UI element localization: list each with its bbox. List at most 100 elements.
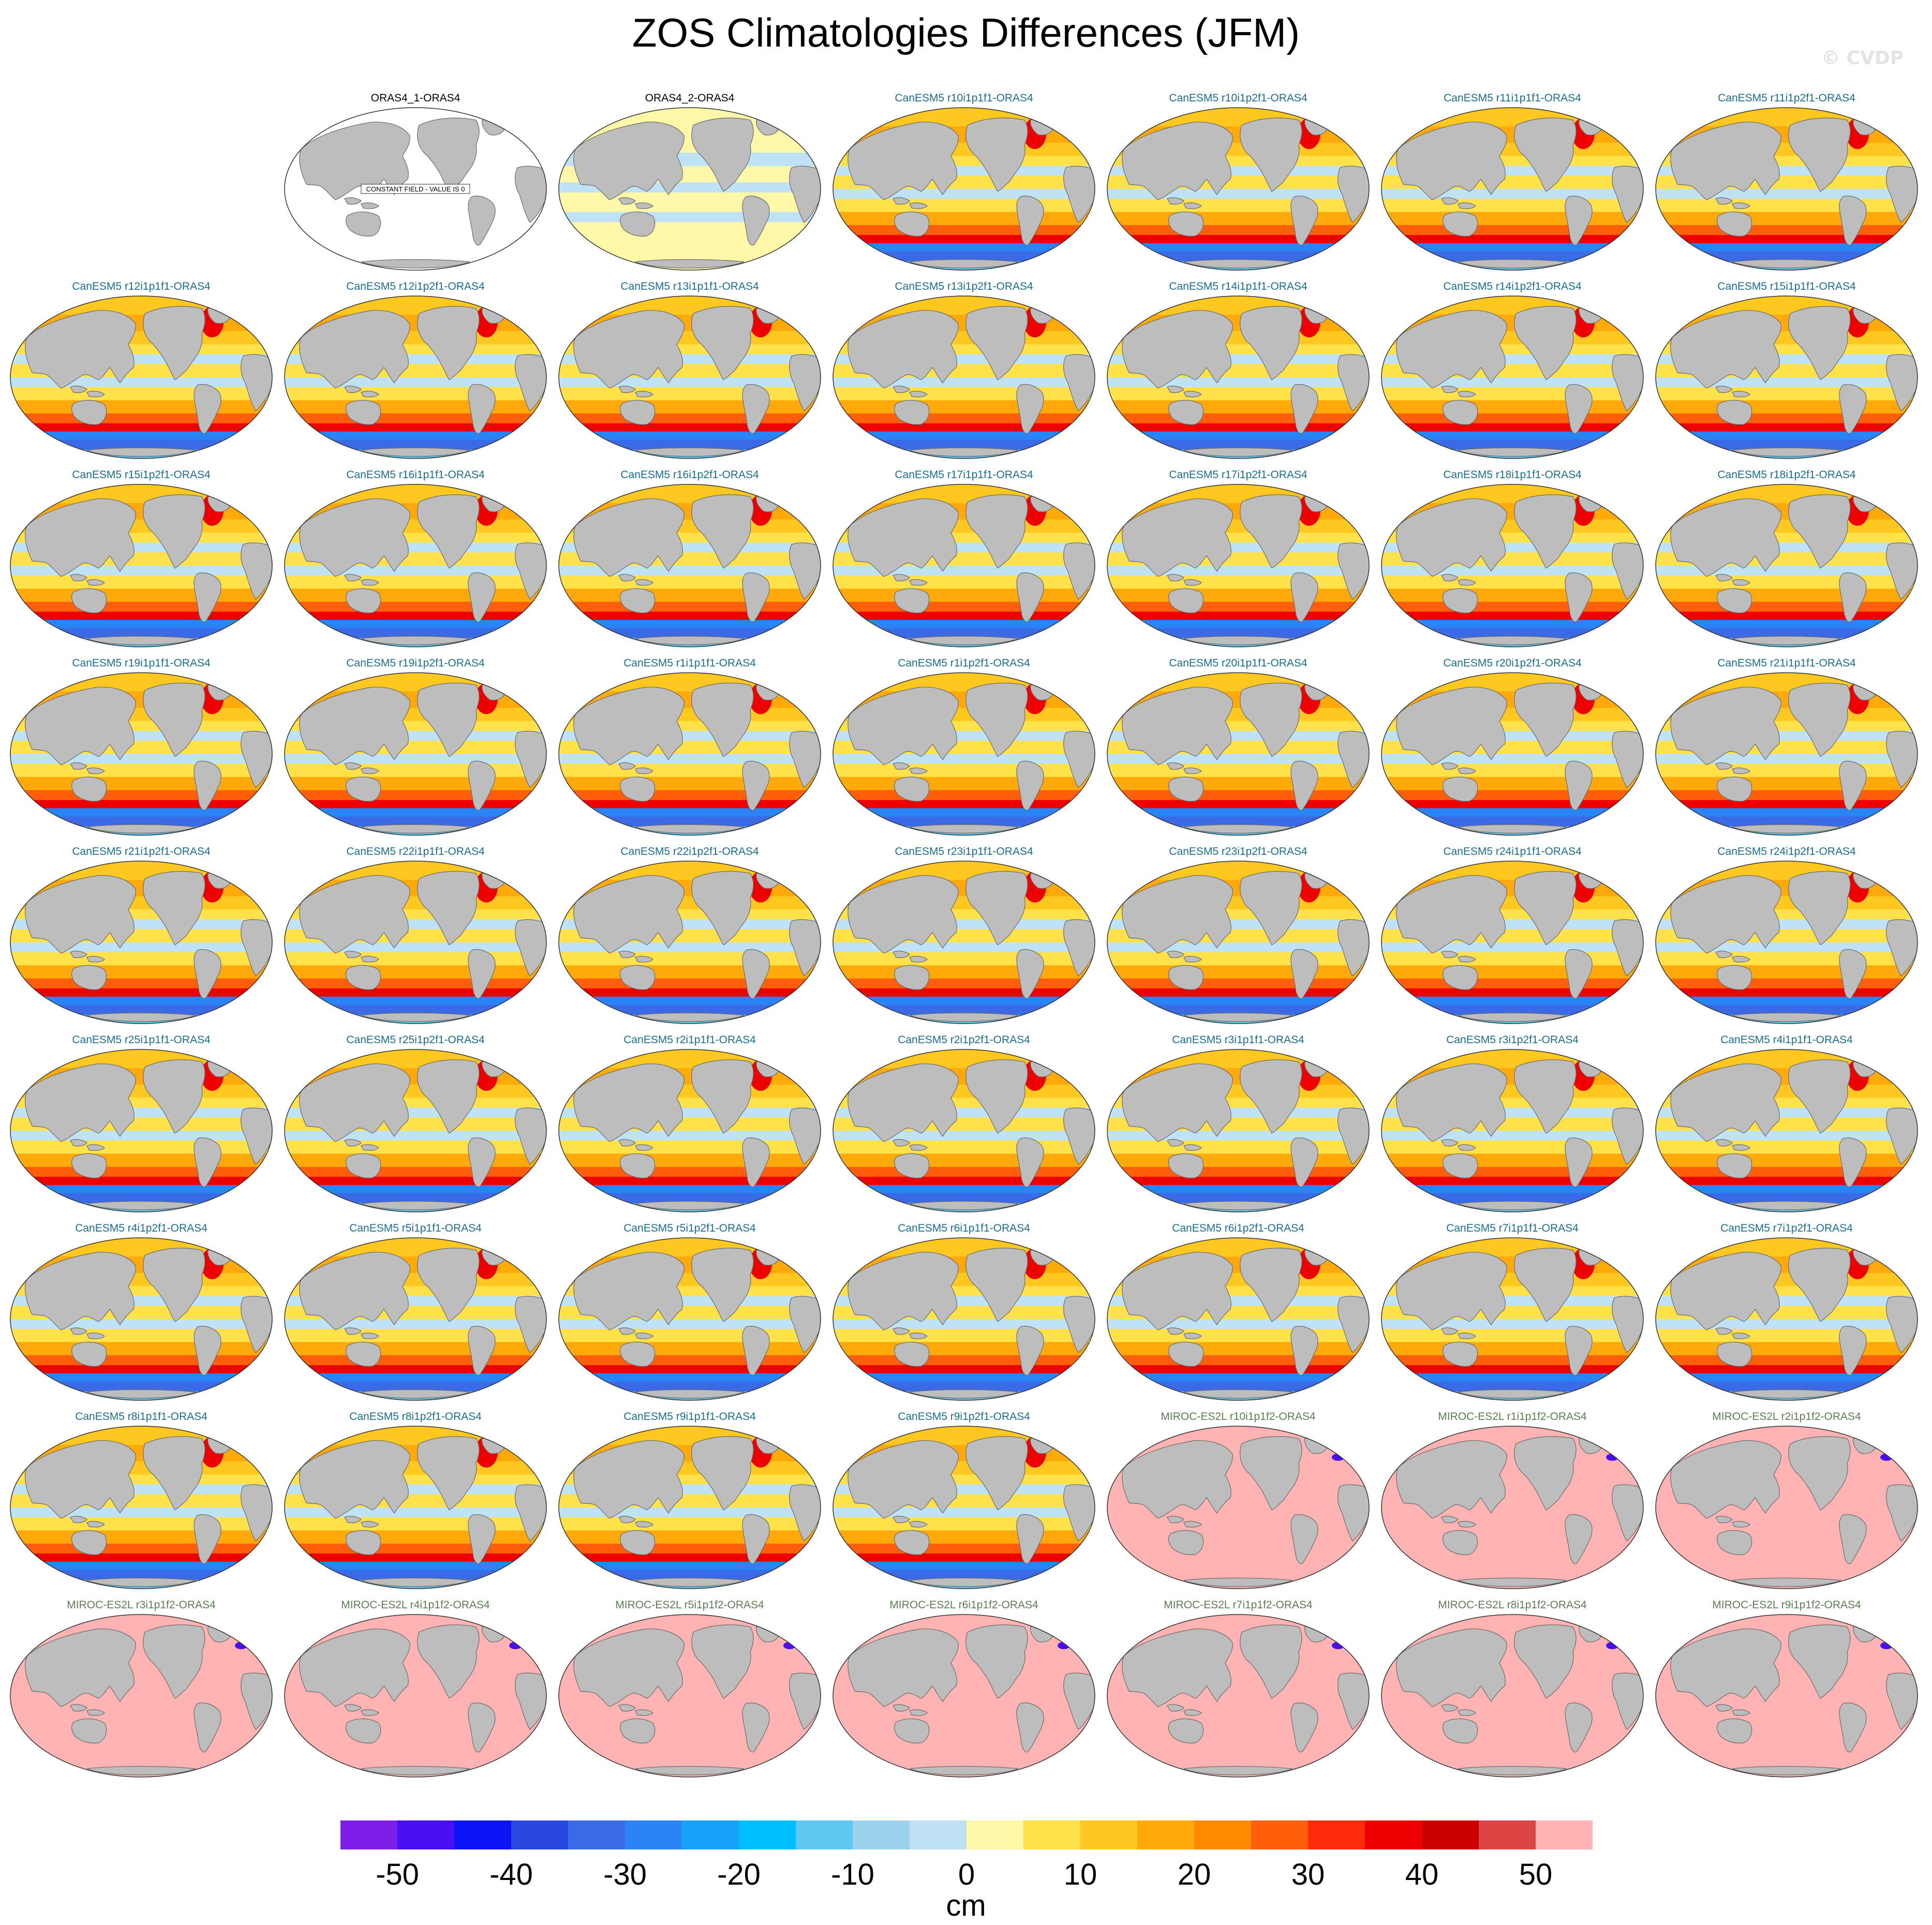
colorbar-box: [568, 1820, 625, 1849]
panel-title: CanESM5 r15i1p2f1-ORAS4: [72, 469, 211, 481]
map-15: [284, 484, 547, 647]
map-panel: CanESM5 r7i1p2f1-ORAS4: [1649, 1222, 1924, 1403]
map-17: [833, 484, 1095, 647]
map-panel: CanESM5 r22i1p1f1-ORAS4: [278, 846, 553, 1027]
colorbar-box: [1479, 1820, 1536, 1849]
panel-title: CanESM5 r2i1p2f1-ORAS4: [898, 1034, 1030, 1046]
panel-title: CanESM5 r25i1p1f1-ORAS4: [72, 1034, 211, 1046]
panel-title: CanESM5 r10i1p2f1-ORAS4: [1169, 92, 1307, 104]
map-panel-grid: ORAS4_1-ORAS4 CONSTANT FIELD - VALUE IS 0…: [4, 92, 1924, 1780]
map-panel: CanESM5 r11i1p2f1-ORAS4: [1649, 92, 1924, 273]
map-panel: CanESM5 r5i1p1f1-ORAS4: [278, 1222, 553, 1403]
panel-title: CanESM5 r20i1p1f1-ORAS4: [1169, 657, 1307, 669]
map-panel: CanESM5 r15i1p1f1-ORAS4: [1649, 280, 1924, 462]
map-60: [1107, 1614, 1370, 1778]
map-28: [10, 861, 273, 1024]
panel-title: CanESM5 r1i1p2f1-ORAS4: [898, 657, 1030, 669]
map-panel: CanESM5 r25i1p1f1-ORAS4: [4, 1034, 278, 1215]
map-panel: MIROC-ES2L r6i1p1f2-ORAS4: [827, 1599, 1101, 1780]
panel-title: CanESM5 r11i1p2f1-ORAS4: [1718, 92, 1855, 104]
map-52: [833, 1426, 1095, 1589]
panel-title: CanESM5 r21i1p1f1-ORAS4: [1717, 657, 1856, 669]
panel-title: MIROC-ES2L r2i1p1f2-ORAS4: [1712, 1411, 1861, 1423]
colorbar-box: [967, 1820, 1023, 1849]
map-panel: MIROC-ES2L r4i1p1f2-ORAS4: [278, 1599, 553, 1780]
panel-title: MIROC-ES2L r5i1p1f2-ORAS4: [615, 1599, 764, 1611]
colorbar-box: [397, 1820, 454, 1849]
map-panel: CanESM5 r23i1p2f1-ORAS4: [1101, 846, 1375, 1027]
map-panel: CanESM5 r22i1p2f1-ORAS4: [553, 846, 827, 1027]
map-panel: CanESM5 r20i1p2f1-ORAS4: [1375, 657, 1649, 838]
map-48: [1655, 1237, 1918, 1401]
panel-title: CanESM5 r8i1p2f1-ORAS4: [349, 1411, 482, 1423]
colorbar-box: [1080, 1820, 1137, 1849]
figure-title: ZOS Climatologies Differences (JFM): [632, 10, 1300, 55]
panel-title: CanESM5 r21i1p2f1-ORAS4: [72, 846, 211, 857]
colorbar-box: [1308, 1820, 1365, 1849]
map-panel: MIROC-ES2L r7i1p1f2-ORAS4: [1101, 1599, 1375, 1780]
map-panel: CanESM5 r17i1p1f1-ORAS4: [827, 469, 1101, 650]
colorbar-tick-labels: -50 -40 -30 -20 -10 0 10 20 30 40 50: [376, 1858, 1552, 1891]
colorbar-box: [454, 1820, 511, 1849]
map-59: [833, 1614, 1095, 1778]
panel-title: CanESM5 r6i1p1f1-ORAS4: [898, 1222, 1030, 1234]
map-panel: CanESM5 r12i1p2f1-ORAS4: [278, 280, 553, 462]
map-panel: CanESM5 r16i1p2f1-ORAS4: [553, 469, 827, 650]
colorbar-tick-label: -10: [831, 1858, 874, 1891]
colorbar-box: [853, 1820, 910, 1849]
colorbar-unit-label: cm: [946, 1889, 986, 1922]
map-panel: CanESM5 r14i1p2f1-ORAS4: [1375, 280, 1649, 462]
panel-title: CanESM5 r10i1p1f1-ORAS4: [895, 92, 1033, 104]
map-57: [284, 1614, 547, 1778]
map-51: [558, 1426, 821, 1589]
colorbar-tick-label: -50: [376, 1858, 419, 1891]
panel-title: CanESM5 r1i1p1f1-ORAS4: [623, 657, 756, 669]
map-panel: CanESM5 r1i1p2f1-ORAS4: [827, 657, 1101, 838]
map-panel: MIROC-ES2L r10i1p1f2-ORAS4: [1101, 1411, 1375, 1592]
map-1: CONSTANT FIELD - VALUE IS 0: [284, 107, 547, 271]
map-10: [833, 295, 1095, 459]
map-26: [1381, 672, 1644, 836]
panel-title: CanESM5 r8i1p1f1-ORAS4: [75, 1411, 207, 1423]
colorbar-box: [511, 1820, 568, 1849]
panel-title: CanESM5 r6i1p2f1-ORAS4: [1172, 1222, 1304, 1234]
map-panel: CanESM5 r9i1p2f1-ORAS4: [827, 1411, 1101, 1592]
panel-title: CanESM5 r12i1p1f1-ORAS4: [72, 280, 211, 292]
map-panel: CanESM5 r1i1p1f1-ORAS4: [553, 657, 827, 838]
panel-title: CanESM5 r17i1p1f1-ORAS4: [895, 469, 1033, 481]
panel-title: MIROC-ES2L r1i1p1f2-ORAS4: [1438, 1411, 1587, 1423]
panel-title: CanESM5 r18i1p2f1-ORAS4: [1717, 469, 1856, 481]
map-27: [1655, 672, 1918, 836]
panel-title: CanESM5 r13i1p2f1-ORAS4: [895, 280, 1033, 292]
map-panel: MIROC-ES2L r8i1p1f2-ORAS4: [1375, 1599, 1649, 1780]
map-18: [1107, 484, 1370, 647]
panel-title: CanESM5 r24i1p2f1-ORAS4: [1717, 846, 1856, 857]
panel-title: CanESM5 r3i1p2f1-ORAS4: [1446, 1034, 1579, 1046]
map-21: [10, 672, 273, 836]
panel-title: CanESM5 r2i1p1f1-ORAS4: [623, 1034, 756, 1046]
panel-title: CanESM5 r24i1p1f1-ORAS4: [1443, 846, 1582, 857]
map-panel: CanESM5 r9i1p1f1-ORAS4: [553, 1411, 827, 1592]
map-panel: CanESM5 r20i1p1f1-ORAS4: [1101, 657, 1375, 838]
map-panel: CanESM5 r10i1p2f1-ORAS4: [1101, 92, 1375, 273]
map-panel: CanESM5 r23i1p1f1-ORAS4: [827, 846, 1101, 1027]
colorbar-box: [1422, 1820, 1479, 1849]
map-panel: CanESM5 r6i1p1f1-ORAS4: [827, 1222, 1101, 1403]
panel-title: MIROC-ES2L r6i1p1f2-ORAS4: [889, 1599, 1038, 1611]
map-55: [1655, 1426, 1918, 1589]
colorbar-tick-label: 40: [1405, 1858, 1439, 1891]
panel-title: MIROC-ES2L r4i1p1f2-ORAS4: [341, 1599, 490, 1611]
panel-title: CanESM5 r4i1p2f1-ORAS4: [75, 1222, 207, 1234]
panel-title: CanESM5 r12i1p2f1-ORAS4: [346, 280, 485, 292]
map-panel: MIROC-ES2L r3i1p1f2-ORAS4: [4, 1599, 278, 1780]
panel-title: CanESM5 r18i1p1f1-ORAS4: [1443, 469, 1582, 481]
map-panel: ORAS4_2-ORAS4: [553, 92, 827, 273]
map-9: [558, 295, 821, 459]
panel-title: ORAS4_2-ORAS4: [645, 92, 735, 104]
map-panel: CanESM5 r18i1p1f1-ORAS4: [1375, 469, 1649, 650]
panel-title: CanESM5 r22i1p2f1-ORAS4: [620, 846, 759, 857]
panel-title: CanESM5 r7i1p1f1-ORAS4: [1446, 1222, 1579, 1234]
map-panel: CanESM5 r6i1p2f1-ORAS4: [1101, 1222, 1375, 1403]
map-58: [558, 1614, 821, 1778]
colorbar-box: [739, 1820, 796, 1849]
